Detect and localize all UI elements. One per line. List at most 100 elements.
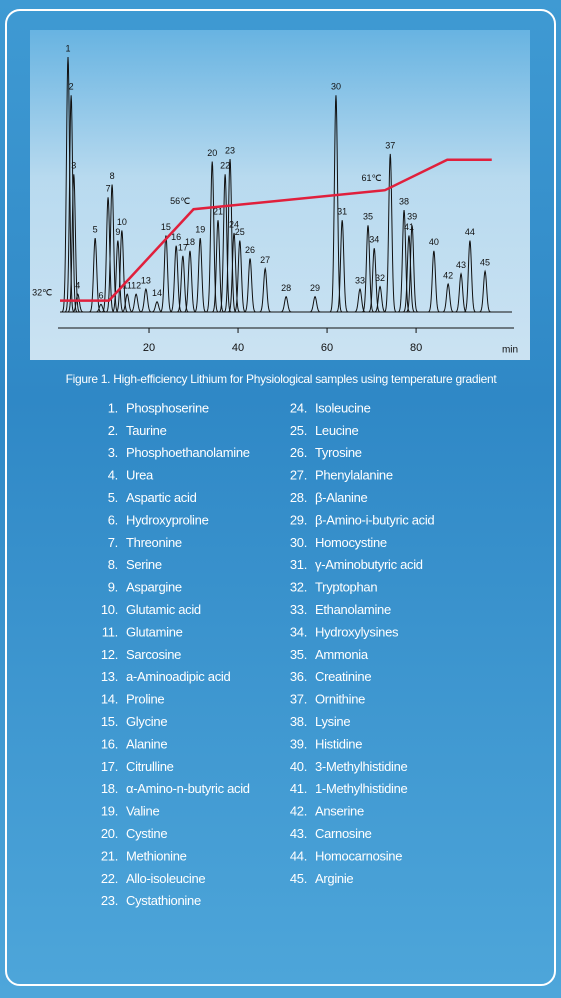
peak: [227, 232, 241, 313]
list-number: 24.: [290, 400, 307, 415]
list-number: 3.: [108, 445, 118, 460]
x-tick-label: 80: [410, 342, 422, 354]
list-name: Citrulline: [126, 759, 174, 774]
list-name: Hydroxylysines: [315, 624, 399, 639]
list-number: 29.: [290, 512, 307, 527]
peak: [67, 174, 81, 313]
list-number: 31.: [290, 557, 307, 572]
peak: [441, 282, 455, 313]
peak-label: 8: [110, 171, 115, 181]
list-name: 3-Methylhistidine: [315, 759, 408, 774]
peak-label: 45: [480, 258, 490, 268]
peak: [94, 303, 108, 313]
peak-label: 2: [69, 82, 74, 92]
peak-label: 23: [225, 145, 235, 155]
peak-label: 16: [171, 232, 181, 242]
peak-label: 35: [363, 212, 373, 222]
peak-label: 24: [229, 219, 239, 229]
list-number: 14.: [101, 692, 118, 707]
peak: [115, 230, 129, 313]
peak-label: 33: [355, 275, 365, 285]
peak: [427, 250, 441, 313]
list-name: Urea: [126, 468, 154, 483]
peak: [258, 266, 272, 313]
peak-label: 22: [220, 161, 230, 171]
peak: [176, 255, 190, 313]
peak-label: 11: [123, 281, 132, 291]
plot-background: [30, 30, 530, 360]
list-number: 13.: [101, 669, 118, 684]
peak: [353, 288, 367, 313]
peak: [61, 56, 75, 313]
peak: [169, 245, 183, 313]
peak-label: 43: [456, 260, 466, 270]
peak-label: 40: [429, 237, 439, 247]
list-name: Creatinine: [315, 669, 371, 684]
list-name: Carnosine: [315, 826, 372, 841]
list-name: Proline: [126, 692, 164, 707]
peak-label: 34: [369, 235, 379, 245]
list-number: 10.: [101, 602, 118, 617]
list-name: Lysine: [315, 714, 350, 729]
peak: [111, 240, 125, 313]
peak-label: 12: [131, 281, 141, 291]
list-number: 5.: [108, 490, 118, 505]
peak: [233, 240, 247, 313]
list-number: 38.: [290, 714, 307, 729]
list-number: 8.: [108, 557, 118, 572]
list-name: Leucine: [315, 423, 359, 438]
list-number: 36.: [290, 669, 307, 684]
peak: [101, 197, 115, 313]
x-unit: min: [502, 345, 518, 356]
peak-label: 30: [331, 82, 341, 92]
peak-label: 14: [152, 288, 162, 298]
peak-label: 5: [93, 224, 98, 234]
list-number: 21.: [101, 848, 118, 863]
peak-label: 6: [98, 291, 103, 301]
peak: [88, 237, 102, 313]
temperature-annotation: 61℃: [362, 173, 382, 183]
peak-label: 7: [106, 184, 111, 194]
list-name: Valine: [126, 804, 159, 819]
list-name: β-Amino-i-butyric acid: [315, 512, 434, 527]
list-number: 35.: [290, 647, 307, 662]
list-name: Tryptophan: [315, 580, 377, 595]
caption: Figure 1. High-efficiency Lithium for Ph…: [66, 372, 498, 386]
peak: [335, 220, 349, 313]
peak-label: 26: [245, 245, 255, 255]
peak-label: 3: [71, 161, 76, 171]
list-number: 9.: [108, 580, 118, 595]
list-name: β-Alanine: [315, 490, 368, 505]
list-name: Serine: [126, 557, 162, 572]
temperature-annotation: 32℃: [32, 287, 52, 297]
x-tick-label: 20: [143, 342, 155, 354]
list-number: 32.: [290, 580, 307, 595]
list-number: 39.: [290, 736, 307, 751]
list-number: 30.: [290, 535, 307, 550]
peak: [361, 225, 375, 313]
list-number: 2.: [108, 423, 118, 438]
peak-label: 13: [141, 275, 151, 285]
peak: [383, 153, 397, 313]
list-name: Ornithine: [315, 692, 365, 707]
peak: [223, 158, 237, 313]
list-name: Aspartic acid: [126, 490, 197, 505]
peak: [367, 248, 381, 313]
peak: [329, 95, 343, 313]
peak-label: 17: [178, 242, 188, 252]
list-name: Hydroxyproline: [126, 512, 209, 527]
list-number: 44.: [290, 848, 307, 863]
temperature-line: [60, 158, 492, 302]
peak: [183, 250, 197, 313]
list-name: Phenylalanine: [315, 468, 393, 483]
list-number: 6.: [108, 512, 118, 527]
peak: [463, 240, 477, 313]
list-name: Threonine: [126, 535, 182, 550]
list-number: 33.: [290, 602, 307, 617]
list-number: 19.: [101, 804, 118, 819]
list-number: 17.: [101, 759, 118, 774]
list-number: 15.: [101, 714, 118, 729]
peak-label: 39: [407, 212, 417, 222]
list-number: 26.: [290, 445, 307, 460]
